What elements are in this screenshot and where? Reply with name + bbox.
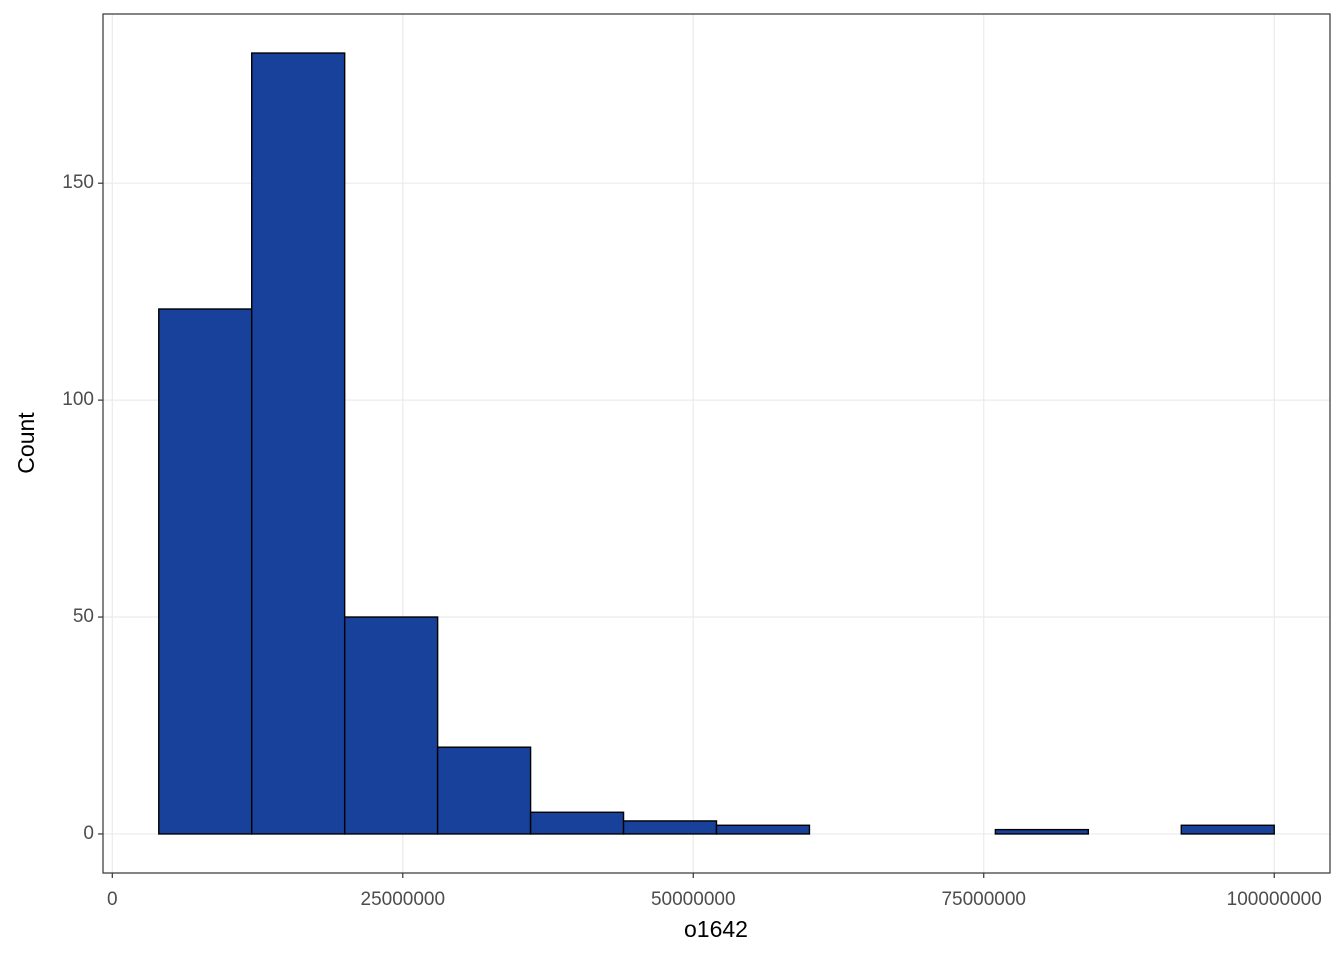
y-tick-label: 0 bbox=[83, 823, 94, 844]
x-tick-label: 25000000 bbox=[361, 889, 446, 910]
bar bbox=[529, 811, 625, 835]
bar bbox=[436, 746, 532, 835]
y-tick-label: 100 bbox=[62, 389, 94, 410]
x-tick-label: 100000000 bbox=[1227, 889, 1322, 910]
y-tick-label: 50 bbox=[73, 606, 94, 627]
bar bbox=[251, 52, 346, 835]
y-tick-label: 150 bbox=[62, 172, 94, 193]
bar bbox=[158, 308, 253, 835]
bar bbox=[1180, 824, 1275, 835]
y-axis-title: Count bbox=[13, 412, 39, 474]
panel-border bbox=[102, 13, 1331, 874]
bar bbox=[622, 820, 718, 835]
x-tick-label: 50000000 bbox=[651, 889, 736, 910]
bar bbox=[343, 616, 439, 835]
x-tick-label: 75000000 bbox=[941, 889, 1026, 910]
x-axis-title: o1642 bbox=[684, 916, 748, 942]
bar bbox=[715, 824, 811, 835]
bar bbox=[994, 828, 1090, 835]
x-tick-label: 0 bbox=[107, 889, 118, 910]
